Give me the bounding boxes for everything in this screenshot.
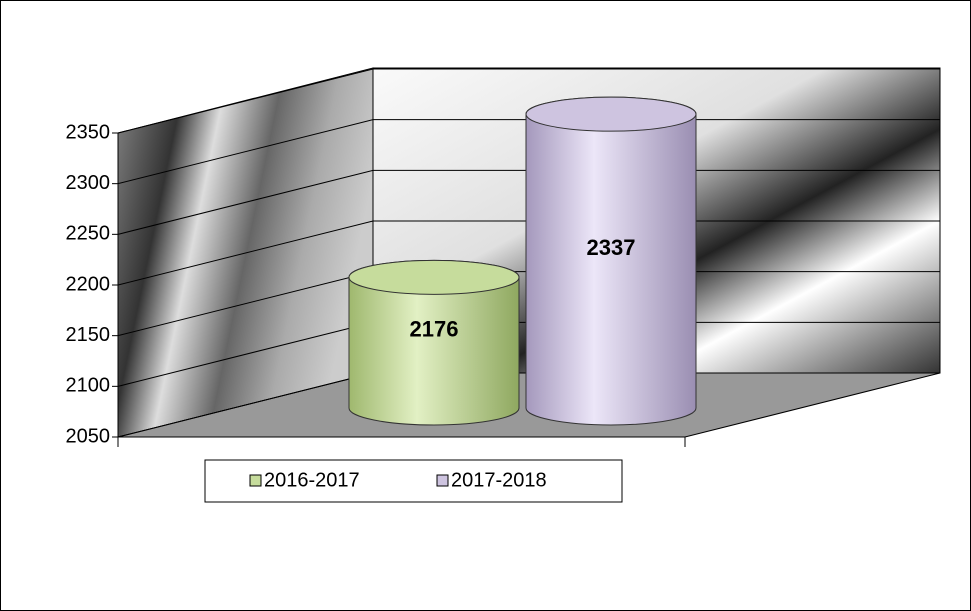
y-tick-label: 2350 [66, 121, 111, 143]
grid-line [117, 68, 940, 134]
data-label: 2176 [410, 316, 459, 341]
legend [204, 459, 623, 503]
grid-line [117, 169, 940, 235]
y-tick-label: 2300 [66, 172, 111, 194]
cylinder [525, 96, 697, 426]
grid-line [117, 119, 940, 185]
legend-label: 2016-2017 [264, 469, 360, 491]
y-tick-label: 2250 [66, 223, 111, 245]
y-tick-label: 2100 [66, 375, 111, 397]
legend-label: 2017-2018 [451, 469, 547, 491]
data-label: 2337 [587, 235, 636, 260]
cylinder-top [525, 96, 697, 132]
legend-marker [436, 474, 449, 487]
legend-marker [249, 474, 262, 487]
y-tick-label: 2200 [66, 273, 111, 295]
y-tick-label: 2150 [66, 324, 111, 346]
cylinder-top [348, 259, 520, 295]
y-tick-label: 2050 [66, 425, 111, 447]
grid-line [117, 220, 940, 286]
